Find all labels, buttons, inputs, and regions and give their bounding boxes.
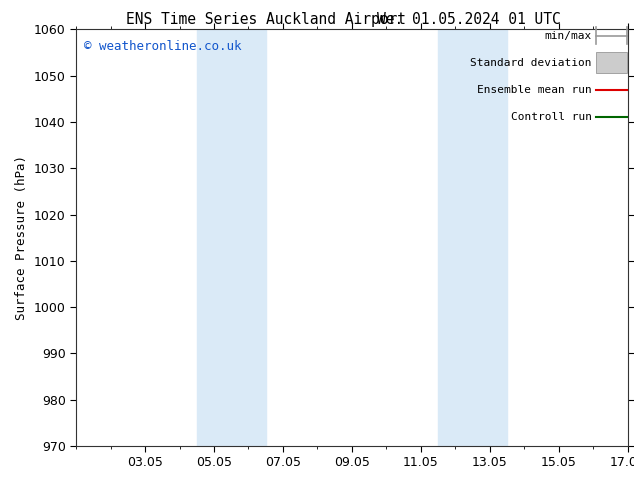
- Text: Controll run: Controll run: [511, 112, 592, 122]
- Text: We. 01.05.2024 01 UTC: We. 01.05.2024 01 UTC: [377, 12, 561, 27]
- Bar: [438, 29, 507, 446]
- Text: ENS Time Series Auckland Airport: ENS Time Series Auckland Airport: [126, 12, 406, 27]
- Text: Standard deviation: Standard deviation: [470, 58, 592, 68]
- Text: © weatheronline.co.uk: © weatheronline.co.uk: [84, 40, 242, 53]
- Bar: [197, 29, 266, 446]
- Bar: [596, 52, 626, 73]
- Text: Ensemble mean run: Ensemble mean run: [477, 85, 592, 95]
- Text: min/max: min/max: [545, 31, 592, 41]
- Y-axis label: Surface Pressure (hPa): Surface Pressure (hPa): [15, 155, 29, 320]
